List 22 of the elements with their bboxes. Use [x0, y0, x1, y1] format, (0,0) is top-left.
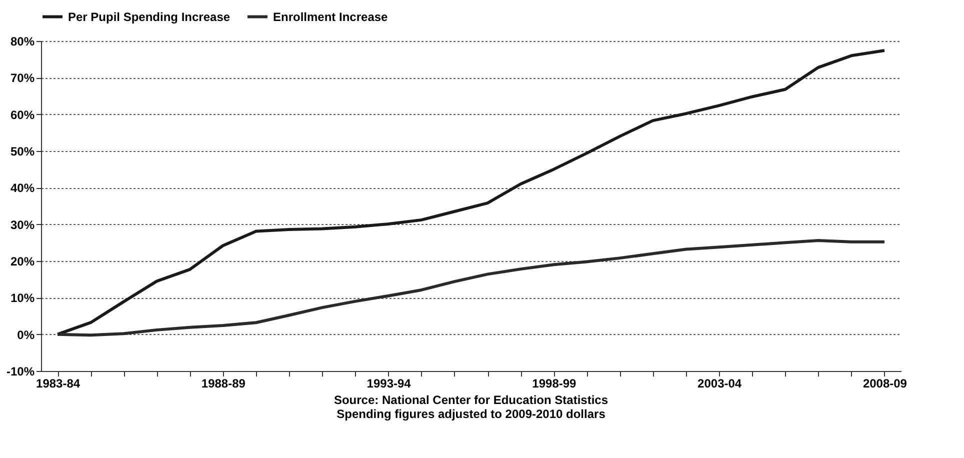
y-tick-label: 10% [10, 291, 35, 306]
y-tick-label: 20% [10, 254, 35, 268]
x-tick-label: 1983-84 [36, 376, 80, 390]
legend-label: Enrollment Increase [273, 10, 388, 24]
text: Spending figures adjusted to 2009-2010 dollars [336, 407, 606, 421]
y-tick-label: 0% [17, 328, 35, 342]
legend-label: Per Pupil Spending Increase [68, 10, 230, 24]
x-tick-label: 2003-04 [698, 376, 742, 390]
y-tick-label: -10% [6, 364, 35, 378]
y-tick-label: 80% [10, 34, 35, 48]
x-tick-label: 1998-99 [532, 376, 577, 390]
y-tick-label: 40% [10, 181, 35, 196]
line-series [56, 49, 886, 336]
y-tick-label: 50% [10, 144, 35, 158]
y-tick-label: 30% [10, 218, 35, 232]
source-note: Source: National Center for Education Statistics [334, 393, 608, 407]
x-tick-label: 2008-09 [862, 376, 908, 390]
y-tick-label: 60% [10, 108, 35, 122]
y-tick-label: 70% [10, 71, 35, 86]
x-tick-label: 1993-94 [366, 376, 412, 390]
x-tick-label: 1988-89 [201, 376, 246, 390]
line-series [56, 238, 886, 337]
